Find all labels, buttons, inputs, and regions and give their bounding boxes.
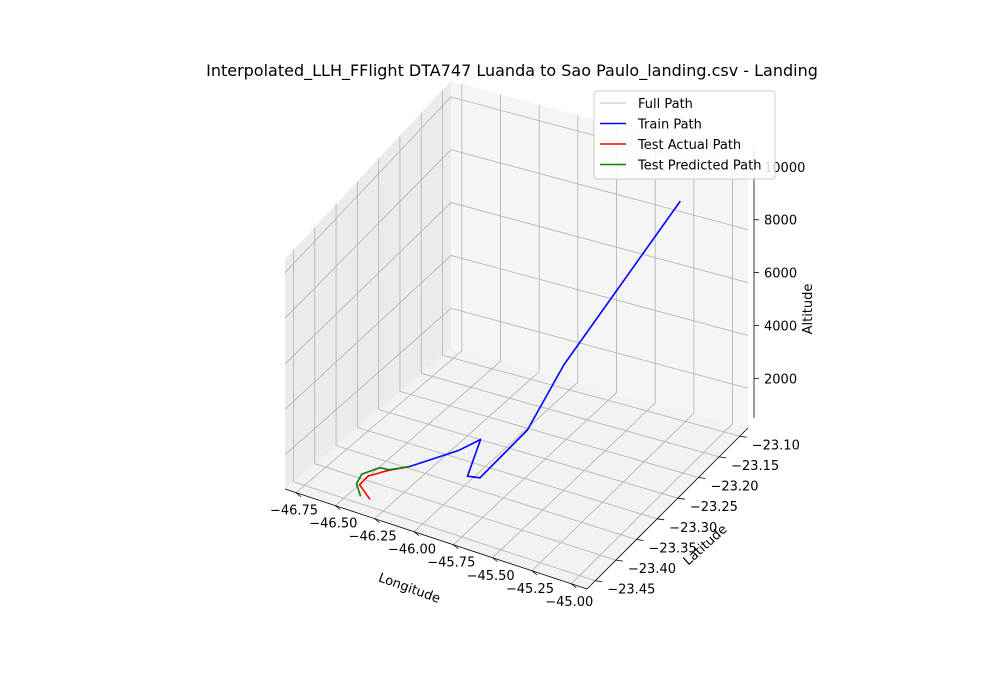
x-tick-label: −45.00 [545,595,593,610]
z-axis-label: Altitude [801,284,816,335]
x-tick-mark [413,531,420,537]
grid-line-x-floor [374,371,540,519]
y-tick-label: −23.20 [710,480,758,495]
x-tick-label: −46.75 [270,504,318,519]
grid-line-z [284,202,749,365]
x-tick-mark [335,505,341,510]
x-tick-label: −45.25 [506,582,554,597]
x-tick-mark [295,492,302,497]
y-tick-mark [636,539,644,541]
y-axis-line [586,427,749,590]
tick-labels: −46.75−46.50−46.25−46.00−45.75−45.50−45.… [270,161,805,610]
y-tick-mark [719,456,727,459]
z-tick-label: 4000 [764,319,797,334]
y-tick-mark [739,435,747,438]
z-tick-label: 2000 [764,372,797,387]
legend-label-3: Test Predicted Path [637,159,761,174]
y-tick-mark [615,559,623,562]
grid-line-x-floor [570,423,733,585]
y-tick-mark [677,497,685,500]
series-line-1 [408,200,681,479]
x-tick-label: −46.50 [309,517,357,532]
x-tick-mark [531,570,538,576]
y-tick-mark [698,477,706,479]
x-axis-label: Longitude [376,571,442,607]
grid-line-y-floor [442,354,740,437]
grid-line-y-floor [421,372,720,458]
legend-label-2: Test Actual Path [637,138,741,153]
y-tick-label: −23.15 [731,459,779,474]
y-tick-mark [595,580,603,583]
legend: Full Path Train Path Test Actual Path Test … [593,90,776,180]
chart-title: Interpolated_LLH_FFlight DTA747 Luanda t… [206,61,818,81]
legend-label-1: Train Path [637,118,702,133]
x-tick-mark [492,557,498,563]
y-tick-label: −23.45 [607,583,655,598]
y-tick-label: −23.40 [628,562,676,577]
y-tick-label: −23.10 [752,438,800,453]
x-tick-mark [374,518,380,523]
grid-line-x-floor [492,402,656,559]
grid-line-z [284,149,749,319]
grid-line-y-floor [378,409,678,499]
grid-line-x-floor [531,413,695,572]
grid-line-y-floor [293,481,596,582]
grid-line-x-floor [295,350,463,493]
grid-line-y-floor [357,427,658,520]
series-line-3 [355,465,410,497]
z-tick-label: 6000 [764,267,797,282]
x-tick-label: −45.75 [427,556,475,571]
grid-line-z [284,307,749,456]
x-tick-label: −46.25 [349,530,397,545]
grid-line-y-floor [399,391,699,478]
grid-line-x-floor [453,392,617,546]
x-tick-mark [453,544,459,550]
legend-label-0: Full Path [638,97,693,112]
z-tick-label: 8000 [764,214,797,229]
grid-line-z [284,255,749,410]
x-tick-mark [571,583,577,589]
grid-line-x-floor [413,381,579,533]
grid-line-y-floor [335,445,637,540]
y-tick-label: −23.30 [669,521,717,536]
legend-box [593,90,776,180]
y-tick-mark [657,518,665,521]
floor-pane [285,348,748,589]
y-tick-label: −23.25 [690,500,738,515]
left-pane [285,81,451,489]
x-tick-label: −46.00 [388,543,436,558]
x-tick-label: −45.50 [467,569,515,584]
series-layer [355,200,681,500]
y-tick-label: −23.35 [649,541,697,556]
